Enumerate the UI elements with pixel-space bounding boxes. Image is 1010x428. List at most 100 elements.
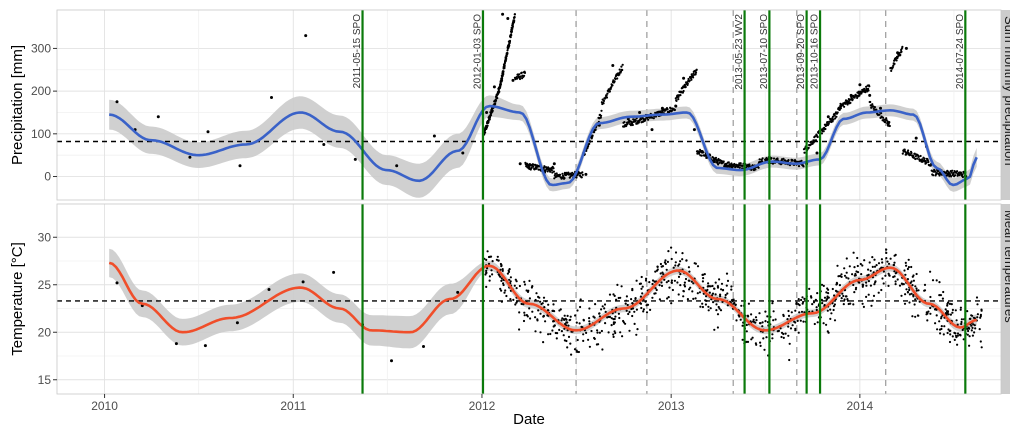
scatter-point (961, 173, 964, 176)
scatter-point (881, 261, 884, 264)
scatter-point (604, 310, 607, 313)
scatter-point (499, 287, 502, 290)
scatter-point (547, 303, 550, 306)
scatter-point (758, 322, 762, 325)
scatter-point (621, 68, 624, 72)
scatter-point (943, 325, 946, 328)
scatter-point (491, 109, 494, 112)
scatter-point (670, 302, 673, 305)
scatter-point (932, 174, 935, 177)
scatter-point (838, 284, 842, 287)
scatter-point (961, 328, 964, 332)
data-point (616, 72, 620, 76)
scatter-point (921, 158, 924, 161)
scatter-point (518, 73, 521, 76)
scatter-point (488, 255, 491, 258)
scatter-point (566, 346, 569, 349)
scatter-point (834, 117, 837, 120)
scatter-point (613, 317, 616, 321)
scatter-point (534, 330, 537, 333)
scatter-point (576, 350, 579, 353)
scatter-point (827, 296, 830, 299)
scatter-point (686, 298, 690, 301)
scatter-point (696, 292, 699, 295)
data-point (203, 344, 207, 348)
scatter-point (543, 165, 546, 168)
scatter-point (579, 298, 582, 301)
scatter-point (934, 322, 937, 325)
scatter-point (915, 272, 918, 276)
scatter-point (619, 296, 622, 299)
scatter-point (644, 279, 648, 282)
scatter-point (500, 277, 503, 280)
scatter-point (867, 268, 870, 271)
scatter-point (961, 175, 965, 179)
scatter-point (871, 299, 874, 302)
scatter-point (761, 157, 764, 160)
scatter-point (679, 94, 682, 97)
scatter-point (901, 152, 904, 155)
scatter-point (684, 85, 687, 89)
scatter-point (604, 322, 607, 325)
scatter-point (528, 307, 531, 310)
scatter-point (715, 309, 718, 312)
scatter-point (877, 291, 880, 294)
scatter-point (551, 171, 554, 174)
data-point (552, 162, 556, 166)
scatter-point (865, 85, 868, 88)
scatter-point (956, 170, 959, 173)
scatter-point (787, 159, 790, 162)
scatter-point (939, 294, 943, 297)
scatter-point (856, 256, 859, 260)
scatter-point (660, 281, 663, 284)
scatter-point (667, 250, 670, 253)
scatter-point (555, 337, 558, 340)
scatter-point (846, 298, 849, 301)
scatter-point (766, 315, 769, 318)
data-point (432, 134, 436, 138)
x-axis-title: Date (513, 411, 545, 428)
scatter-point (797, 331, 800, 334)
scatter-point (885, 117, 888, 120)
data-point (815, 151, 819, 155)
scatter-point (553, 310, 556, 313)
scatter-point (968, 335, 971, 338)
scatter-point (690, 280, 693, 283)
scatter-point (923, 157, 926, 160)
scatter-point (929, 270, 932, 273)
scatter-point (888, 274, 891, 277)
scatter-point (599, 116, 602, 119)
scatter-point (823, 296, 827, 299)
scatter-point (867, 280, 871, 283)
scatter-point (525, 314, 529, 317)
scatter-point (656, 268, 659, 271)
scatter-point (948, 340, 952, 344)
scatter-point (641, 292, 644, 295)
scatter-point (861, 285, 864, 288)
scatter-point (605, 96, 609, 99)
scatter-point (802, 320, 805, 323)
scatter-point (666, 108, 669, 111)
scatter-point (860, 273, 863, 276)
y-axis-title-1: Temperature [°C] (9, 242, 26, 356)
scatter-point (575, 176, 578, 179)
scatter-point (514, 278, 517, 281)
scatter-point (488, 279, 491, 282)
scatter-point (506, 49, 509, 52)
scatter-point (654, 287, 657, 290)
scatter-point (624, 322, 627, 325)
scatter-point (702, 273, 705, 276)
scatter-point (901, 45, 904, 49)
scatter-point (720, 288, 723, 291)
scatter-point (640, 275, 643, 279)
scatter-point (935, 279, 938, 282)
scatter-point (853, 266, 856, 269)
data-point (511, 78, 515, 82)
scatter-point (841, 292, 844, 295)
scatter-point (704, 303, 708, 306)
scatter-point (582, 319, 586, 322)
scatter-point (606, 92, 609, 95)
data-point (527, 166, 531, 170)
event-label: 2011-05-15 SPO (352, 14, 363, 89)
data-point (238, 164, 242, 168)
